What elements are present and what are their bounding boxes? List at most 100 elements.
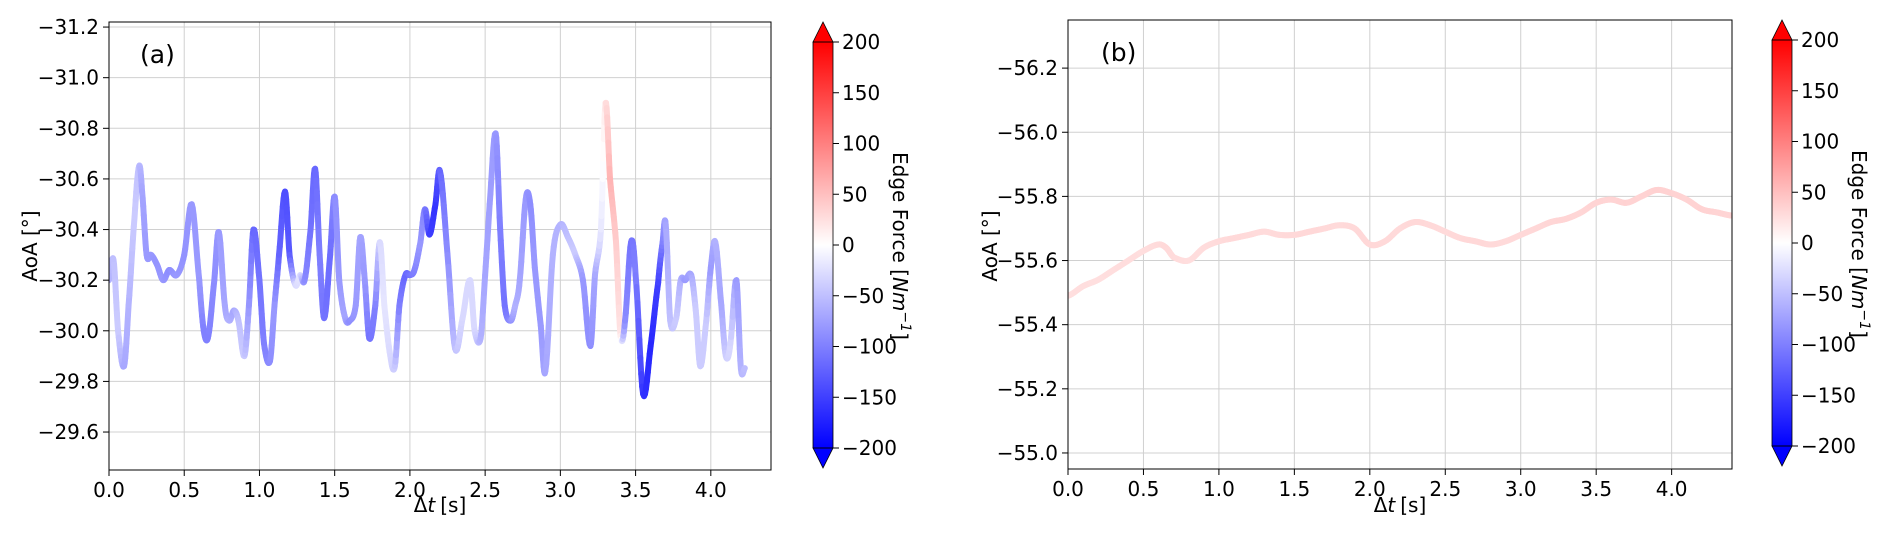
y-tick-label: −55.6 — [997, 249, 1058, 273]
panel-a: 0.0 0.5 1.0 1.5 2.0 2.5 3.0 3.5 4.0 −31.2−31.0−3… — [18, 15, 772, 517]
panel-a-xlabel-var: t — [427, 493, 436, 517]
curve-segment — [747, 376, 748, 381]
panel-a-frame — [108, 21, 772, 471]
colorbar-tick-label: 100 — [1801, 130, 1839, 154]
x-tick-label: 4.0 — [695, 478, 727, 502]
curve-segment — [753, 353, 754, 366]
colorbar-b-gradient — [1772, 40, 1792, 446]
y-tick-label: −55.4 — [997, 313, 1058, 337]
x-tick-label: 0.5 — [168, 478, 200, 502]
panel-a-xlabel-unit: [s] — [440, 493, 466, 517]
colorbar-tick-label: −200 — [842, 436, 897, 460]
curve-segment — [749, 392, 750, 395]
curve-segment — [768, 318, 769, 325]
y-tick-label: −30.4 — [38, 218, 99, 242]
colorbar-a-gradient — [813, 42, 833, 448]
curve-segment — [766, 305, 767, 310]
curve-segment — [767, 311, 768, 318]
x-tick-label: 0.0 — [1052, 477, 1084, 501]
panel-a-xticks: 0.0 0.5 1.0 1.5 2.0 2.5 3.0 3.5 4.0 — [93, 470, 727, 502]
curve-segment — [754, 326, 755, 339]
panel-b-xlabel-unit: [s] — [1400, 493, 1426, 517]
colorbar-a: 200 150 100 50 0 −50 −100 −150 −200 Edge Force [… — [812, 21, 913, 469]
curve-segment — [635, 317, 643, 343]
colorbar-b-label: Edge Force [Nm−1] — [1847, 150, 1872, 338]
curve-segment — [761, 281, 762, 283]
colorbar-b-ticks: 200 150 100 50 0 −50 −100 −150 −200 — [1792, 28, 1856, 458]
y-tick-label: −55.8 — [997, 184, 1058, 208]
curve-segment — [751, 388, 752, 394]
curve-segment — [764, 292, 765, 296]
panel-b-xlabel-prefix: Δ — [1374, 493, 1388, 517]
y-tick-label: −31.2 — [38, 15, 99, 39]
curve-segment — [755, 314, 756, 326]
panel-b-xticks: 0.0 0.5 1.0 1.5 2.0 2.5 3.0 3.5 4.0 — [1052, 469, 1688, 501]
y-tick-label: −55.2 — [997, 377, 1058, 401]
panel-b-yticks: −56.2 −56.0 −55.8 −55.6 −55.4 −55.2 −55.0 — [997, 56, 1068, 465]
panel-a-label: (a) — [140, 40, 175, 69]
y-tick-label: −30.6 — [38, 167, 99, 191]
y-tick-label: −30.0 — [38, 319, 99, 343]
curve-segment — [756, 299, 757, 306]
curve-segment — [763, 285, 764, 288]
panel-b-frame — [1067, 19, 1733, 470]
panel-a-xlabel-prefix: Δ — [414, 493, 428, 517]
colorbar-tick-label: 50 — [1801, 180, 1826, 204]
panel-a-yticks: −31.2 −31.0 −30.8 −30.6 −30.4 −30.2 −30.0 −29.8… — [38, 15, 109, 444]
colorbar-tick-label: −200 — [1801, 434, 1856, 458]
colorbar-tick-label: 150 — [842, 81, 880, 105]
colorbar-tick-label: −50 — [1801, 282, 1843, 306]
panel-a-grid — [108, 22, 771, 470]
colorbar-tick-label: 200 — [1801, 28, 1839, 52]
x-tick-label: 4.0 — [1656, 477, 1688, 501]
curve-segment — [763, 288, 764, 292]
curve-segment — [546, 296, 554, 321]
colorbar-tick-label: 200 — [842, 30, 880, 54]
curve-segment — [599, 155, 607, 183]
colorbar-tick-label: −50 — [842, 284, 884, 308]
curve-segment — [758, 283, 759, 286]
colorbar-b-extend-top — [1771, 19, 1793, 41]
curve-segment — [599, 176, 606, 202]
curve-segment — [770, 346, 771, 352]
curve-segment — [753, 366, 754, 378]
curve-segment — [762, 282, 763, 285]
y-tick-label: −29.8 — [38, 369, 99, 393]
curve-segment — [752, 378, 753, 388]
x-tick-label: 3.0 — [544, 478, 576, 502]
curve-segment — [757, 289, 758, 293]
curve-segment — [751, 394, 752, 396]
x-tick-label: 1.0 — [1203, 477, 1235, 501]
y-tick-label: −29.6 — [38, 420, 99, 444]
x-tick-label: 3.5 — [1580, 477, 1612, 501]
x-tick-label: 3.5 — [620, 478, 652, 502]
panel-a-xlabel: Δt [s] — [414, 493, 467, 517]
colorbar-b-extend-bottom — [1771, 445, 1793, 467]
panel-b-label: (b) — [1101, 38, 1136, 67]
curve-segment — [741, 365, 748, 373]
x-tick-label: 2.5 — [1429, 477, 1461, 501]
curve-segment — [748, 381, 749, 387]
colorbar-tick-label: 0 — [1801, 231, 1814, 255]
x-tick-label: 1.5 — [1278, 477, 1310, 501]
colorbar-b: 200 150 100 50 0 −50 −100 −150 −200 Edge Force [… — [1771, 19, 1872, 467]
y-tick-label: −30.8 — [38, 116, 99, 140]
x-tick-label: 1.0 — [244, 478, 276, 502]
curve-segment — [600, 136, 607, 162]
x-tick-label: 2.0 — [394, 478, 426, 502]
curve-segment — [759, 281, 760, 283]
colorbar-tick-label: −150 — [842, 385, 897, 409]
y-tick-label: −30.2 — [38, 268, 99, 292]
x-tick-label: 1.5 — [319, 478, 351, 502]
panel-b-xlabel: Δt [s] — [1374, 493, 1427, 517]
y-tick-label: −56.2 — [997, 56, 1058, 80]
colorbar-tick-label: 50 — [842, 182, 867, 206]
panel-b-curve — [1068, 186, 1732, 299]
colorbar-tick-label: −100 — [1801, 333, 1856, 357]
y-tick-label: −55.0 — [997, 441, 1058, 465]
curve-segment — [755, 305, 756, 314]
curve-segment — [634, 299, 642, 324]
curve-segment — [750, 395, 751, 396]
panel-b-grid — [1067, 20, 1732, 469]
